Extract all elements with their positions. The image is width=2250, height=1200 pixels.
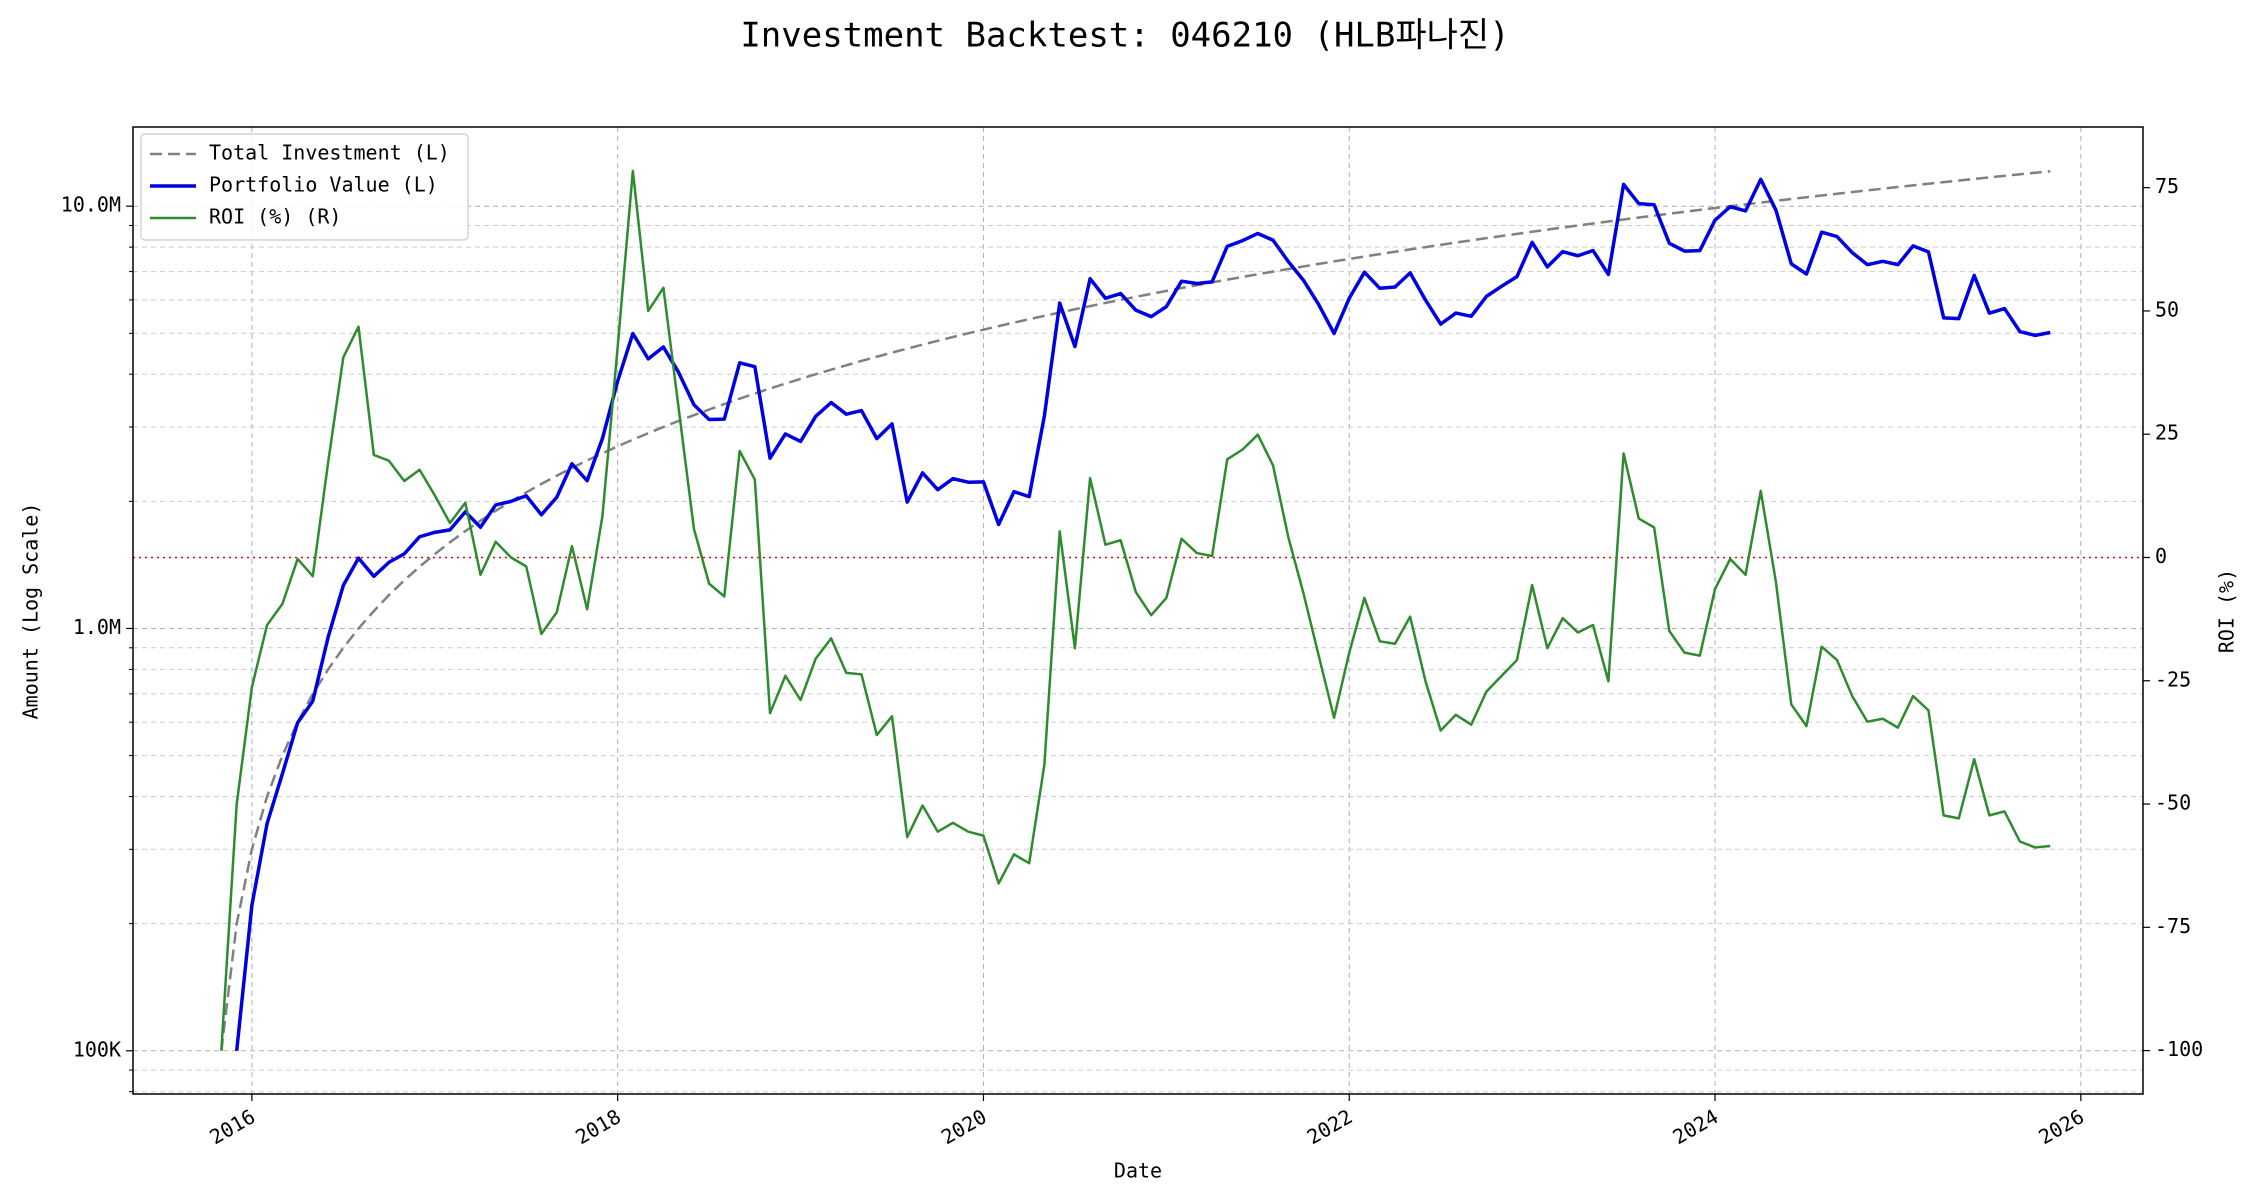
y2-tick-label: -50 xyxy=(2155,791,2191,815)
x-axis-label: Date xyxy=(1114,1159,1162,1183)
x-tick-label: 2016 xyxy=(205,1104,259,1149)
y2-tick-label: 25 xyxy=(2155,421,2179,445)
legend-label: ROI (%) (R) xyxy=(209,205,341,229)
y2-tick-label: 75 xyxy=(2155,174,2179,198)
legend-box xyxy=(140,133,469,241)
series-line xyxy=(220,169,2051,1051)
legend-label: Portfolio Value (L) xyxy=(209,173,438,197)
grid xyxy=(133,127,2143,1094)
series-line xyxy=(220,169,2051,1051)
legend-label: Total Investment (L) xyxy=(209,141,450,165)
x-tick-label: 2018 xyxy=(571,1104,625,1149)
y2-tick-label: -25 xyxy=(2155,667,2191,691)
y2-tick-label: -75 xyxy=(2155,914,2191,938)
y-axis-label: Amount (Log Scale) xyxy=(19,503,43,720)
plot-area xyxy=(133,169,2143,1051)
x-tick-label: 2026 xyxy=(2034,1104,2088,1149)
legend: Total Investment (L) Portfolio Value (L) R… xyxy=(140,133,469,241)
x-tick-label: 2022 xyxy=(1303,1104,1357,1149)
y-tick-label: 10.0M xyxy=(61,193,121,217)
chart-title: Investment Backtest: 046210 (HLB파나진) xyxy=(740,16,1509,56)
y2-tick-label: 50 xyxy=(2155,297,2179,321)
y-tick-label: 1.0M xyxy=(73,615,121,639)
series-line xyxy=(234,177,2051,1051)
x-tick-label: 2024 xyxy=(1669,1104,1723,1149)
y2-axis-label: ROI (%) xyxy=(2215,569,2239,653)
y2-tick-label: -100 xyxy=(2155,1037,2203,1061)
y2-tick-label: 0 xyxy=(2155,544,2167,568)
x-tick-label: 2020 xyxy=(937,1104,991,1149)
plot-frame xyxy=(132,126,2144,1095)
axes: 2016 2018 2020 2022 2024 2026 100K 1.0M 10.0M -10… xyxy=(61,174,2203,1149)
y-tick-label: 100K xyxy=(73,1037,121,1061)
